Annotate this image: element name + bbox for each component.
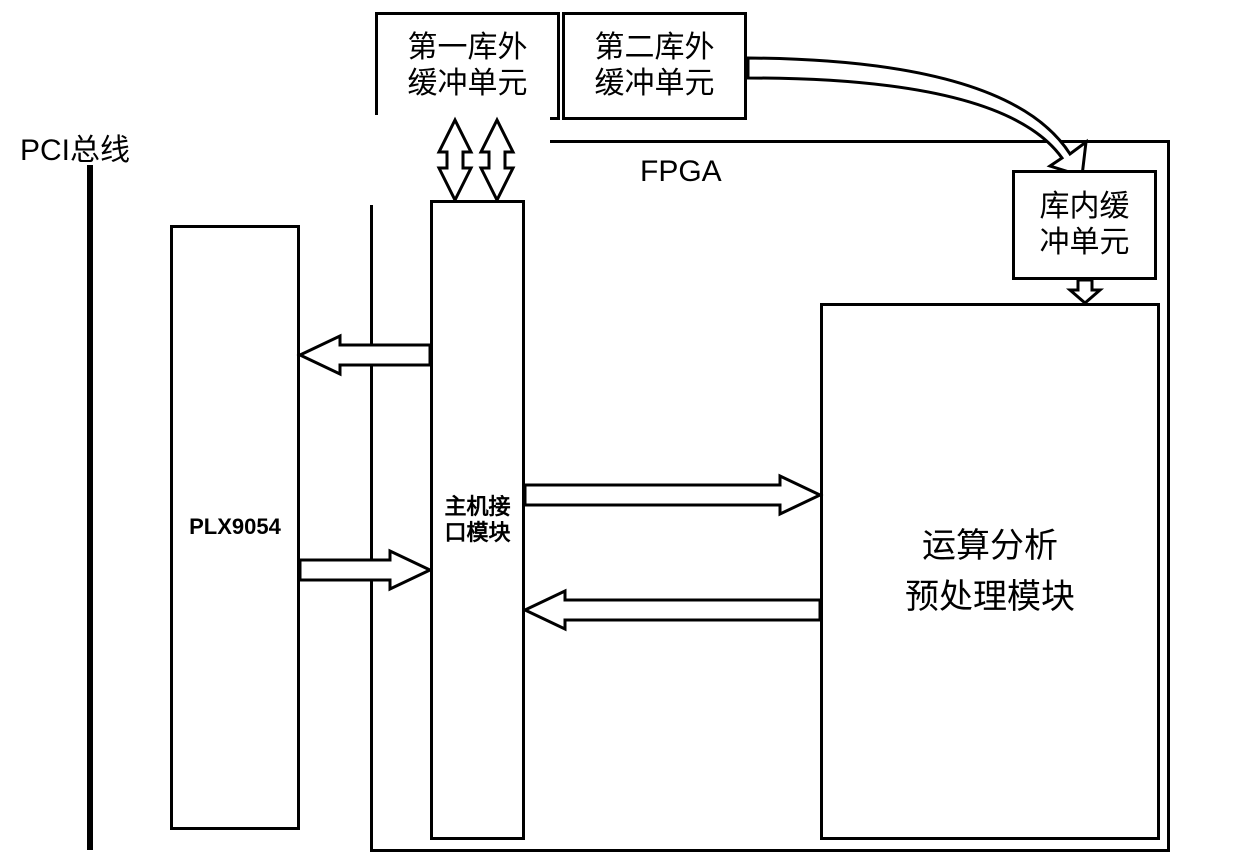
buffer1-box: 第一库外缓冲单元 — [375, 12, 560, 120]
pci-bus-label: PCI总线 — [20, 125, 130, 169]
analysis-box: 运算分析预处理模块 — [820, 303, 1160, 840]
buffer2-text: 第二库外缓冲单元 — [595, 30, 715, 102]
fpga-label: FPGA — [640, 155, 722, 189]
diagram-canvas: PCI总线 FPGA 第一库外缓冲单元 第二库外缓冲单元 库内缓冲单元 PLX9… — [0, 0, 1240, 865]
host-if-text: 主机接口模块 — [444, 494, 510, 547]
buffer1-text: 第一库外缓冲单元 — [408, 30, 528, 102]
host-if-box: 主机接口模块 — [430, 200, 525, 840]
internal-buffer-box: 库内缓冲单元 — [1012, 170, 1157, 280]
plx-text: PLX9054 — [189, 514, 281, 540]
buffer2-box: 第二库外缓冲单元 — [562, 12, 747, 120]
internal-buffer-text: 库内缓冲单元 — [1040, 189, 1130, 261]
plx-box: PLX9054 — [170, 225, 300, 830]
analysis-text: 运算分析预处理模块 — [905, 521, 1075, 623]
